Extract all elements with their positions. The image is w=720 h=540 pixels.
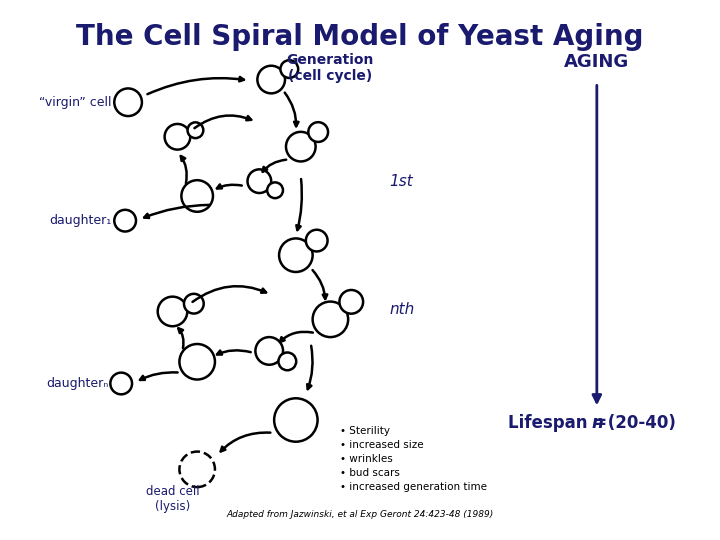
Text: nth: nth: [390, 302, 415, 317]
Text: (20-40): (20-40): [602, 414, 675, 432]
Text: Generation
(cell cycle): Generation (cell cycle): [287, 53, 374, 83]
Circle shape: [158, 296, 187, 326]
Circle shape: [306, 230, 328, 252]
Circle shape: [165, 124, 190, 150]
Text: Adapted from Jazwinski, et al Exp Geront 24:423-48 (1989): Adapted from Jazwinski, et al Exp Geront…: [226, 510, 494, 519]
Circle shape: [110, 373, 132, 394]
Circle shape: [184, 294, 204, 314]
Circle shape: [279, 239, 312, 272]
Circle shape: [256, 337, 283, 364]
Text: Lifespan =: Lifespan =: [508, 414, 613, 432]
Text: AGING: AGING: [564, 53, 629, 71]
Circle shape: [179, 451, 215, 487]
Circle shape: [179, 344, 215, 380]
Circle shape: [114, 89, 142, 116]
Circle shape: [248, 170, 271, 193]
Circle shape: [181, 180, 213, 212]
Circle shape: [274, 399, 318, 442]
Circle shape: [312, 301, 348, 337]
Circle shape: [280, 60, 298, 78]
Text: 1st: 1st: [390, 174, 413, 188]
Text: “virgin” cell: “virgin” cell: [39, 96, 112, 109]
Circle shape: [279, 353, 296, 370]
Circle shape: [114, 210, 136, 232]
Text: The Cell Spiral Model of Yeast Aging: The Cell Spiral Model of Yeast Aging: [76, 23, 644, 51]
Circle shape: [187, 123, 203, 138]
Circle shape: [267, 183, 283, 198]
Circle shape: [308, 122, 328, 142]
Circle shape: [339, 290, 363, 314]
Text: daughterₙ: daughterₙ: [46, 377, 109, 390]
Circle shape: [286, 132, 315, 161]
Text: daughter₁: daughter₁: [49, 214, 112, 227]
Text: dead cell
(lysis): dead cell (lysis): [145, 485, 199, 513]
Text: n: n: [592, 414, 604, 432]
Text: • Sterility
• increased size
• wrinkles
• bud scars
• increased generation time: • Sterility • increased size • wrinkles …: [341, 426, 487, 492]
Circle shape: [257, 66, 285, 93]
